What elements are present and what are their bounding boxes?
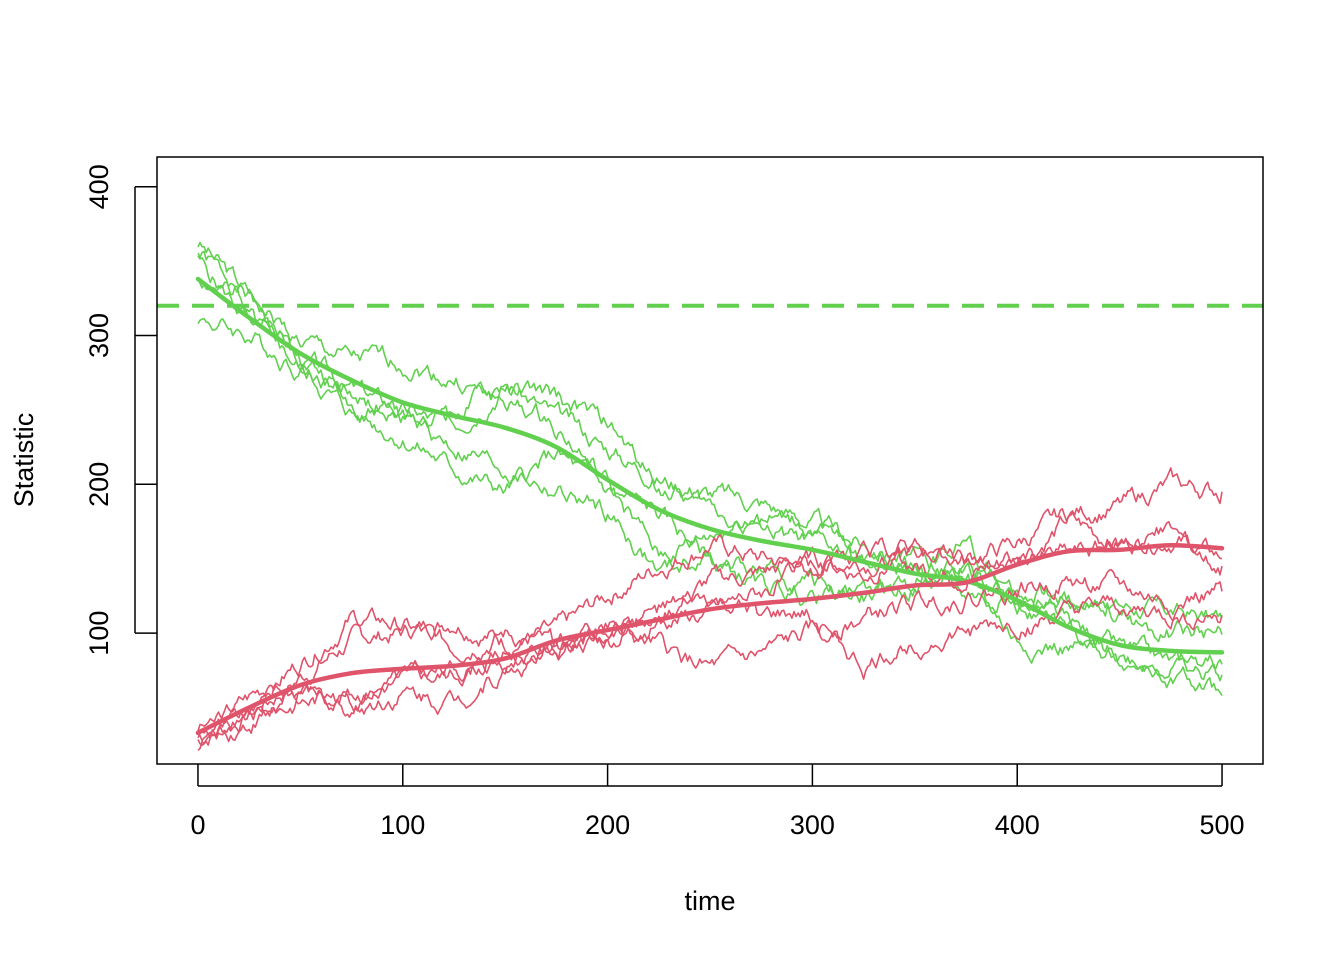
series-layer	[197, 241, 1223, 751]
series-line-3	[197, 241, 1223, 682]
smooth-layer	[195, 276, 1225, 736]
series-line-8	[197, 568, 1223, 732]
series-line-7	[197, 511, 1223, 747]
y-axis-title: Statistic	[9, 413, 39, 508]
x-tick-label-100: 100	[380, 810, 425, 840]
y-tick-label-200: 200	[84, 462, 114, 507]
series-line-5	[197, 255, 1223, 680]
x-axis-title: time	[684, 886, 735, 916]
y-tick-label-400: 400	[84, 164, 114, 209]
series-line-6	[197, 467, 1223, 742]
y-tick-label-300: 300	[84, 313, 114, 358]
series-line-10	[197, 590, 1223, 751]
x-tick-label-0: 0	[190, 810, 205, 840]
smooth-line-1	[195, 276, 1225, 655]
y-axis: 100 200 300 400	[84, 164, 157, 656]
plot-frame	[156, 156, 1264, 765]
x-tick-label-300: 300	[790, 810, 835, 840]
x-tick-label-400: 400	[995, 810, 1040, 840]
smooth-line-2	[195, 543, 1225, 736]
series-line-9	[197, 520, 1223, 739]
x-tick-label-500: 500	[1200, 810, 1245, 840]
x-tick-label-200: 200	[585, 810, 630, 840]
x-axis: 0 100 200 300 400 500	[190, 764, 1245, 840]
y-tick-label-100: 100	[84, 611, 114, 656]
